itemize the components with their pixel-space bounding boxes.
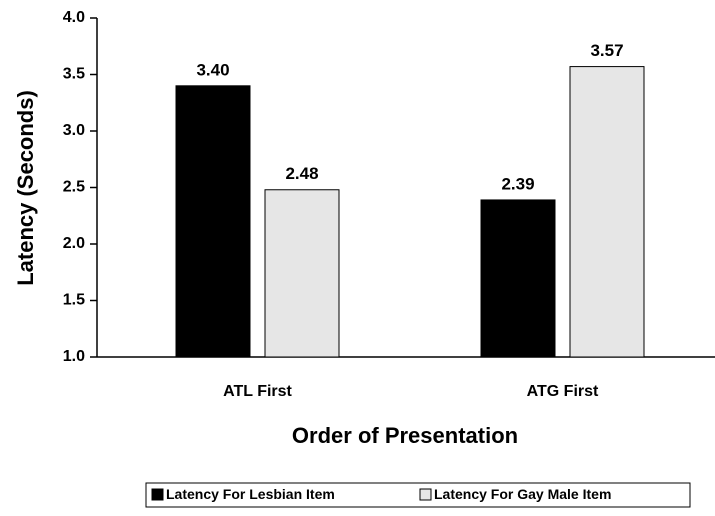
legend-swatch xyxy=(151,488,164,501)
value-label: 3.40 xyxy=(196,60,229,79)
value-label: 2.39 xyxy=(501,174,534,193)
y-tick-label: 3.5 xyxy=(63,66,85,83)
y-tick-label: 2.5 xyxy=(63,179,85,196)
x-axis-label: Order of Presentation xyxy=(292,423,518,448)
legend-box xyxy=(145,482,691,508)
bar xyxy=(480,199,556,358)
bar xyxy=(264,189,340,358)
x-tick-label: ATL First xyxy=(223,383,292,400)
bar xyxy=(569,66,645,358)
legend-swatch xyxy=(419,488,432,501)
y-axis-label: Latency (Seconds) xyxy=(13,90,38,286)
x-tick-label: ATG First xyxy=(527,383,599,400)
y-tick-label: 1.0 xyxy=(63,348,85,365)
legend-label: Latency For Lesbian Item xyxy=(166,486,335,502)
y-tick-label: 2.0 xyxy=(63,235,85,252)
legend-label: Latency For Gay Male Item xyxy=(434,486,611,502)
y-tick-label: 3.0 xyxy=(63,122,85,139)
y-tick-label: 1.5 xyxy=(63,292,85,309)
y-tick-label: 4.0 xyxy=(63,9,85,26)
value-label: 3.57 xyxy=(590,41,623,60)
value-label: 2.48 xyxy=(285,164,318,183)
bar xyxy=(175,85,251,358)
